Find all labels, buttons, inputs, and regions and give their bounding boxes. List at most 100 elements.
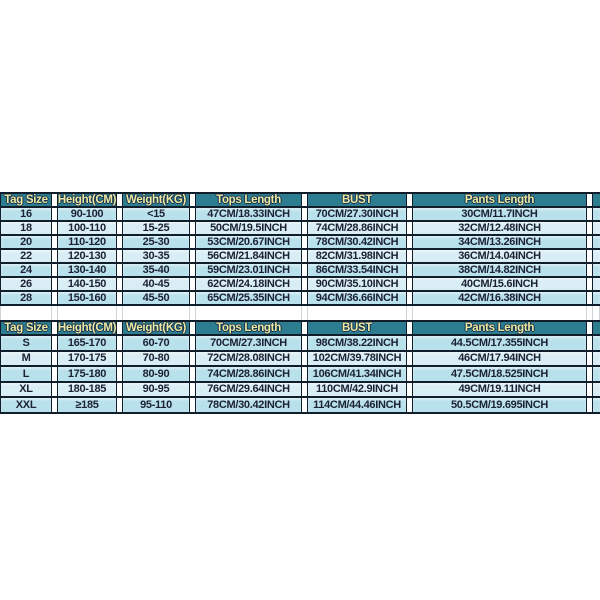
cell-tag-size: XL bbox=[0, 382, 52, 396]
cell-tops-length: 78CM/30.42INCH bbox=[195, 398, 302, 412]
cell-bust: 82CM/31.98INCH bbox=[307, 250, 407, 262]
cell-cutoff-sliver bbox=[592, 292, 600, 304]
cell-tag-size: S bbox=[0, 336, 52, 350]
cell-bust: 94CM/36.66INCH bbox=[307, 292, 407, 304]
cell-tops-length: 65CM/25.35INCH bbox=[195, 292, 302, 304]
table-row: M 170-175 70-80 72CM/28.08INCH 102CM/39.… bbox=[0, 351, 600, 367]
column-header-cutoff-sliver bbox=[592, 194, 600, 206]
cell-pants-length: 34CM/13.26INCH bbox=[412, 236, 587, 248]
kids-size-table: Tag Size Height(CM) Weight(KG) Tops Leng… bbox=[0, 192, 600, 306]
ghost-gridline-cell bbox=[412, 306, 587, 320]
cell-cutoff-sliver bbox=[592, 222, 600, 234]
cell-bust: 106CM/41.34INCH bbox=[307, 367, 407, 381]
column-header-bust: BUST bbox=[307, 322, 407, 334]
cell-cutoff-sliver bbox=[592, 382, 600, 396]
cell-tops-length: 53CM/20.67INCH bbox=[195, 236, 302, 248]
cell-bust: 74CM/28.86INCH bbox=[307, 222, 407, 234]
cell-height: 120-130 bbox=[57, 250, 117, 262]
cell-weight: 40-45 bbox=[122, 278, 190, 290]
cell-height: 165-170 bbox=[57, 336, 117, 350]
cell-cutoff-sliver bbox=[592, 351, 600, 365]
table-row: 24 130-140 35-40 59CM/23.01INCH 86CM/33.… bbox=[0, 264, 600, 278]
column-header-bust: BUST bbox=[307, 194, 407, 206]
table-row: XL 180-185 90-95 76CM/29.64INCH 110CM/42… bbox=[0, 382, 600, 398]
adult-header-row: Tag Size Height(CM) Weight(KG) Tops Leng… bbox=[0, 320, 600, 336]
table-row: XXL ≥185 95-110 78CM/30.42INCH 114CM/44.… bbox=[0, 398, 600, 414]
column-header-tops-length: Tops Length bbox=[195, 322, 302, 334]
cell-tops-length: 62CM/24.18INCH bbox=[195, 278, 302, 290]
cell-bust: 114CM/44.46INCH bbox=[307, 398, 407, 412]
table-row: 20 110-120 25-30 53CM/20.67INCH 78CM/30.… bbox=[0, 236, 600, 250]
cell-tag-size: 24 bbox=[0, 264, 52, 276]
cell-tops-length: 47CM/18.33INCH bbox=[195, 208, 302, 220]
cell-bust: 102CM/39.78INCH bbox=[307, 351, 407, 365]
cell-tag-size: 28 bbox=[0, 292, 52, 304]
cell-tag-size: 22 bbox=[0, 250, 52, 262]
cell-height: 140-150 bbox=[57, 278, 117, 290]
cell-pants-length: 32CM/12.48INCH bbox=[412, 222, 587, 234]
cell-tag-size: 16 bbox=[0, 208, 52, 220]
cell-weight: 80-90 bbox=[122, 367, 190, 381]
cell-pants-length: 42CM/16.38INCH bbox=[412, 292, 587, 304]
ghost-gridline-cell bbox=[57, 306, 117, 320]
cell-pants-length: 50.5CM/19.695INCH bbox=[412, 398, 587, 412]
cell-cutoff-sliver bbox=[592, 336, 600, 350]
cell-bust: 110CM/42.9INCH bbox=[307, 382, 407, 396]
cell-weight: 25-30 bbox=[122, 236, 190, 248]
table-row: 26 140-150 40-45 62CM/24.18INCH 90CM/35.… bbox=[0, 278, 600, 292]
cell-tops-length: 50CM/19.5INCH bbox=[195, 222, 302, 234]
size-tables-block: Tag Size Height(CM) Weight(KG) Tops Leng… bbox=[0, 192, 600, 414]
adult-size-table: Tag Size Height(CM) Weight(KG) Tops Leng… bbox=[0, 320, 600, 414]
cell-tag-size: XXL bbox=[0, 398, 52, 412]
cell-cutoff-sliver bbox=[592, 208, 600, 220]
cell-bust: 86CM/33.54INCH bbox=[307, 264, 407, 276]
cell-pants-length: 44.5CM/17.355INCH bbox=[412, 336, 587, 350]
cell-bust: 78CM/30.42INCH bbox=[307, 236, 407, 248]
table-row: 16 90-100 <15 47CM/18.33INCH 70CM/27.30I… bbox=[0, 208, 600, 222]
table-row: S 165-170 60-70 70CM/27.3INCH 98CM/38.22… bbox=[0, 336, 600, 352]
column-header-weight: Weight(KG) bbox=[122, 322, 190, 334]
cell-tag-size: M bbox=[0, 351, 52, 365]
cell-cutoff-sliver bbox=[592, 236, 600, 248]
cell-pants-length: 46CM/17.94INCH bbox=[412, 351, 587, 365]
cell-tag-size: 18 bbox=[0, 222, 52, 234]
cell-bust: 90CM/35.10INCH bbox=[307, 278, 407, 290]
table-row: 28 150-160 45-50 65CM/25.35INCH 94CM/36.… bbox=[0, 292, 600, 306]
cell-height: 100-110 bbox=[57, 222, 117, 234]
cell-height: 175-180 bbox=[57, 367, 117, 381]
cell-cutoff-sliver bbox=[592, 278, 600, 290]
column-header-height: Height(CM) bbox=[57, 322, 117, 334]
cell-tops-length: 70CM/27.3INCH bbox=[195, 336, 302, 350]
cell-height: ≥185 bbox=[57, 398, 117, 412]
ghost-gridline-cell bbox=[307, 306, 407, 320]
column-header-pants-length: Pants Length bbox=[412, 194, 587, 206]
cell-weight: 35-40 bbox=[122, 264, 190, 276]
cell-bust: 70CM/27.30INCH bbox=[307, 208, 407, 220]
cell-weight: 90-95 bbox=[122, 382, 190, 396]
cell-weight: 15-25 bbox=[122, 222, 190, 234]
cell-weight: 60-70 bbox=[122, 336, 190, 350]
cell-height: 180-185 bbox=[57, 382, 117, 396]
column-header-tag-size: Tag Size bbox=[0, 194, 52, 206]
ghost-gridline-cell bbox=[195, 306, 302, 320]
cell-tops-length: 76CM/29.64INCH bbox=[195, 382, 302, 396]
ghost-gridline-cell bbox=[0, 306, 52, 320]
cell-weight: 95-110 bbox=[122, 398, 190, 412]
table-row: 18 100-110 15-25 50CM/19.5INCH 74CM/28.8… bbox=[0, 222, 600, 236]
ghost-gridline-cell bbox=[122, 306, 190, 320]
cell-tag-size: 26 bbox=[0, 278, 52, 290]
table-gap-row bbox=[0, 306, 600, 320]
column-header-cutoff-sliver bbox=[592, 322, 600, 334]
cell-pants-length: 36CM/14.04INCH bbox=[412, 250, 587, 262]
cell-height: 150-160 bbox=[57, 292, 117, 304]
cell-height: 90-100 bbox=[57, 208, 117, 220]
cell-pants-length: 40CM/15.6INCH bbox=[412, 278, 587, 290]
kids-header-row: Tag Size Height(CM) Weight(KG) Tops Leng… bbox=[0, 192, 600, 208]
cell-height: 130-140 bbox=[57, 264, 117, 276]
cell-height: 110-120 bbox=[57, 236, 117, 248]
cell-tops-length: 74CM/28.86INCH bbox=[195, 367, 302, 381]
cell-cutoff-sliver bbox=[592, 264, 600, 276]
cell-weight: 30-35 bbox=[122, 250, 190, 262]
cell-pants-length: 47.5CM/18.525INCH bbox=[412, 367, 587, 381]
column-header-pants-length: Pants Length bbox=[412, 322, 587, 334]
